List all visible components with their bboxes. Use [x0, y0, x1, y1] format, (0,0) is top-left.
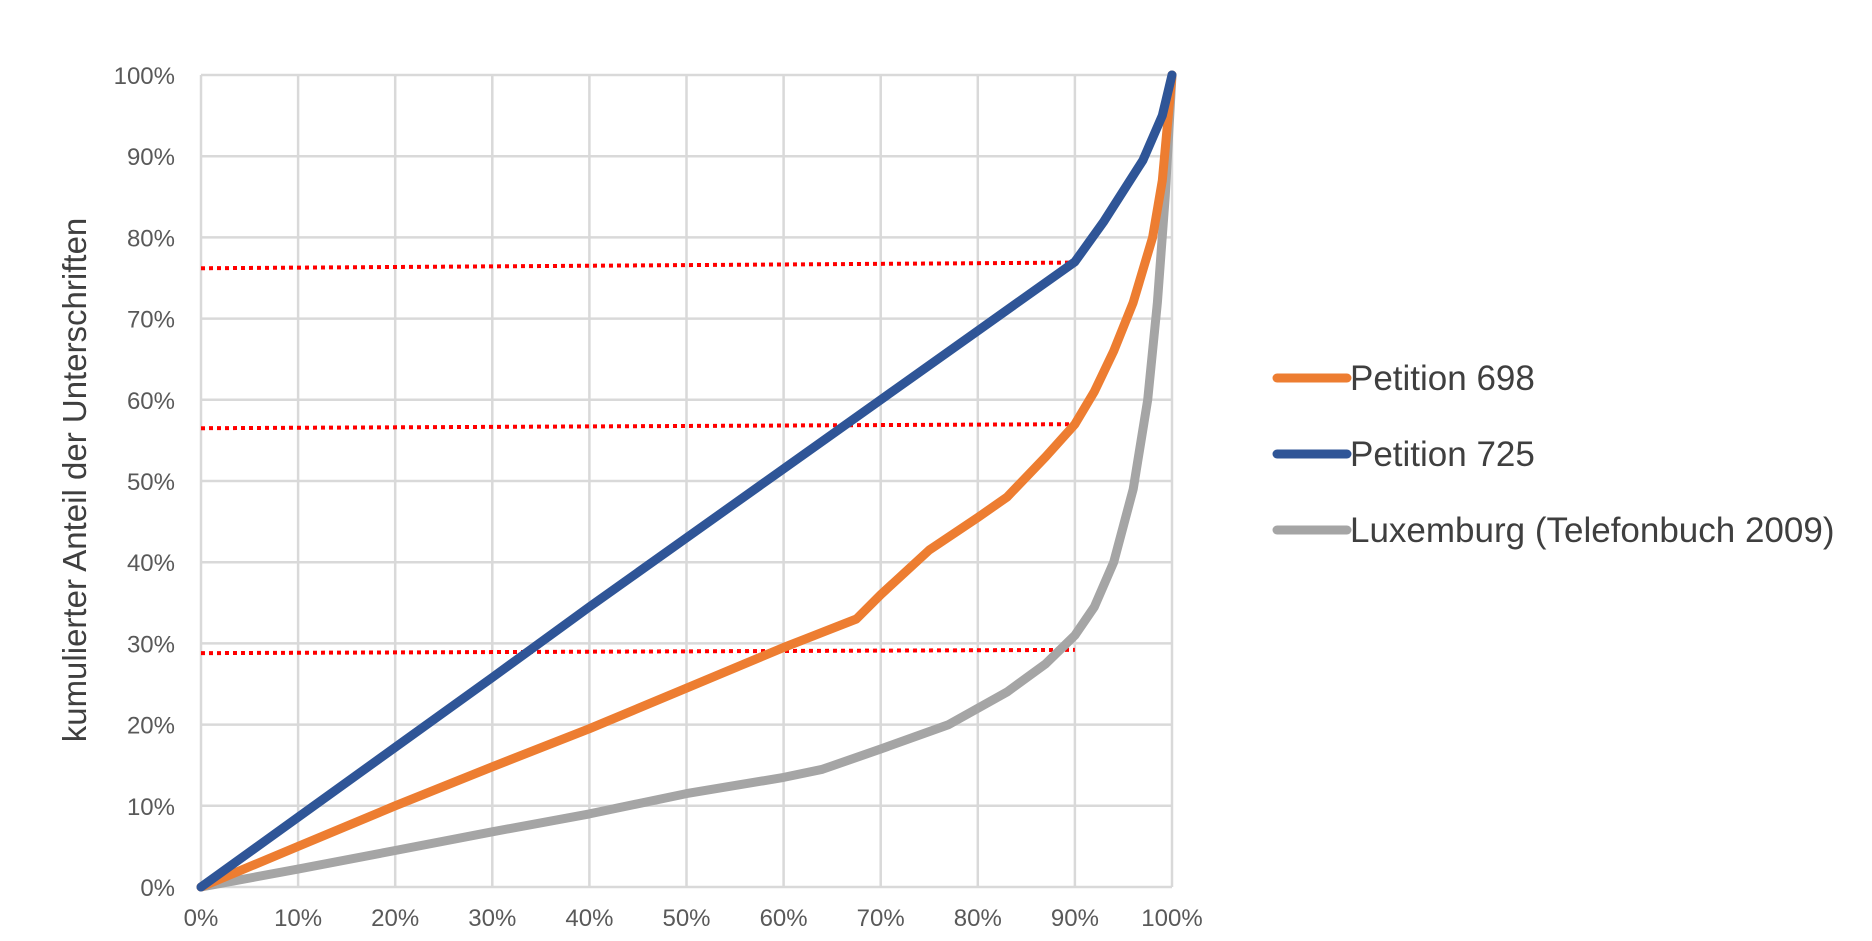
- y-tick-label: 90%: [127, 144, 175, 171]
- y-tick-label: 70%: [127, 307, 175, 334]
- series-line: [196, 70, 1177, 892]
- x-tick-label: 50%: [662, 905, 710, 932]
- series-lines: [196, 70, 1177, 892]
- tick-labels: 0% 10% 20% 30% 40% 50% 60% 70% 80% 90% 100% 0% 10% 20…: [114, 63, 1203, 932]
- x-tick-label: 70%: [857, 905, 905, 932]
- legend: Petition 698 Petition 725 Luxemburg (Telef…: [1272, 359, 1834, 550]
- legend-label: Petition 698: [1350, 359, 1535, 398]
- x-tick-label: 90%: [1051, 905, 1099, 932]
- x-tick-label: 0%: [184, 905, 219, 932]
- x-tick-label: 60%: [760, 905, 808, 932]
- x-tick-label: 80%: [954, 905, 1002, 932]
- y-tick-label: 0%: [140, 875, 175, 902]
- y-tick-label: 100%: [114, 63, 175, 90]
- reference-line: [200, 260, 1075, 271]
- y-tick-label: 40%: [127, 550, 175, 577]
- reference-line: [200, 422, 1075, 431]
- x-tick-label: 40%: [565, 905, 613, 932]
- x-tick-label: 10%: [274, 905, 322, 932]
- legend-label: Luxemburg (Telefonbuch 2009): [1350, 511, 1834, 550]
- y-tick-label: 50%: [127, 469, 175, 496]
- reference-lines: [200, 260, 1075, 656]
- y-axis-title: kumulierter Anteil der Unterschriften: [56, 218, 93, 743]
- y-tick-label: 20%: [127, 713, 175, 740]
- x-tick-label: 100%: [1141, 905, 1202, 932]
- series-line: [196, 70, 1177, 892]
- y-tick-label: 10%: [127, 794, 175, 821]
- y-tick-label: 60%: [127, 388, 175, 415]
- x-tick-label: 20%: [371, 905, 419, 932]
- reference-line: [200, 647, 1075, 656]
- y-tick-label: 80%: [127, 225, 175, 252]
- series-line: [196, 70, 1177, 892]
- y-tick-label: 30%: [127, 631, 175, 658]
- x-tick-label: 30%: [468, 905, 516, 932]
- legend-label: Petition 725: [1350, 435, 1535, 474]
